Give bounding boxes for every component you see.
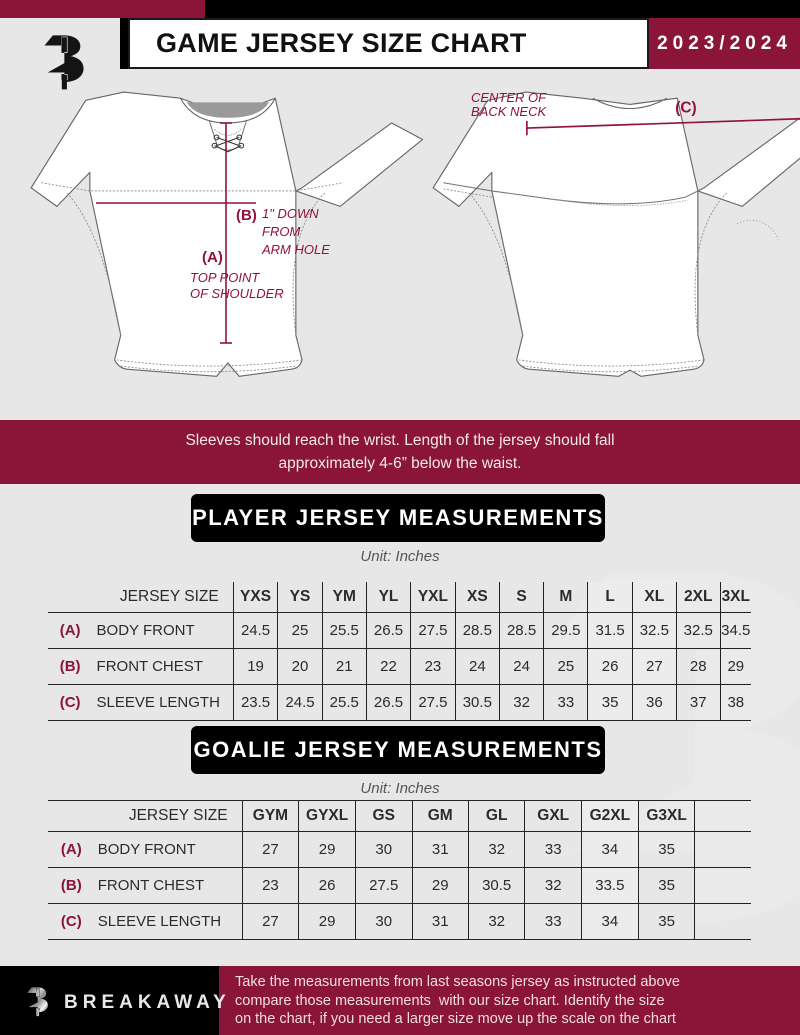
svg-text:OF SHOULDER: OF SHOULDER [190, 286, 284, 301]
svg-text:BACK NECK: BACK NECK [471, 104, 547, 119]
svg-text:(B): (B) [236, 207, 257, 224]
svg-text:(A): (A) [202, 249, 223, 266]
svg-text:TOP POINT: TOP POINT [190, 270, 260, 285]
svg-text:ARM HOLE: ARM HOLE [261, 242, 330, 257]
svg-text:(C): (C) [675, 100, 696, 117]
svg-text:CENTER OF: CENTER OF [471, 90, 547, 105]
svg-text:FROM: FROM [262, 224, 300, 239]
svg-text:1" DOWN: 1" DOWN [262, 206, 319, 221]
